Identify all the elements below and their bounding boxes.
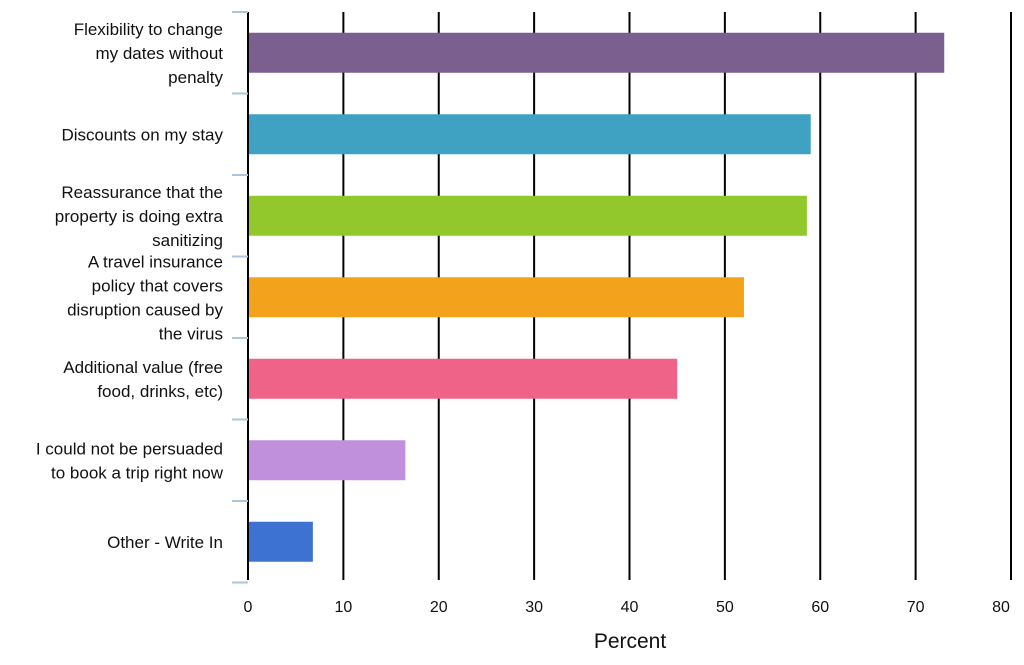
x-axis-title: Percent: [594, 630, 667, 653]
x-tick-label: 0: [244, 599, 253, 616]
category-label-line: penalty: [168, 68, 223, 87]
x-tick-label: 80: [992, 599, 1010, 616]
bar: [249, 440, 406, 481]
category-label-line: sanitizing: [152, 231, 223, 250]
category-label-line: Flexibility to change: [74, 20, 223, 39]
category-labels: Flexibility to change my dates without pen…: [36, 20, 224, 552]
x-tick-labels: 0 10 20 30 40 50 60 70 80: [244, 599, 1010, 616]
category-label: Additional value (free food, drinks, etc): [63, 358, 223, 401]
category-label-line: A travel insurance: [88, 252, 223, 271]
category-label-line: Reassurance that the: [61, 183, 223, 202]
x-tick-label: 50: [716, 599, 734, 616]
category-label-line: Discounts on my stay: [61, 125, 223, 144]
category-label-line: property is doing extra: [55, 207, 224, 226]
category-label-line: I could not be persuaded: [36, 439, 223, 458]
x-tick-label: 40: [621, 599, 639, 616]
category-label: A travel insurance policy that covers disr…: [67, 252, 223, 343]
bar: [249, 114, 811, 155]
x-tick-label: 30: [525, 599, 543, 616]
category-label-line: food, drinks, etc): [97, 382, 223, 401]
x-tick-label: 20: [430, 599, 448, 616]
category-label-line: my dates without: [95, 44, 223, 63]
category-label: Reassurance that the property is doing ex…: [55, 183, 224, 250]
category-label-line: to book a trip right now: [51, 463, 224, 482]
category-label-line: policy that covers: [92, 276, 223, 295]
y-axis: [232, 11, 249, 584]
bar: [249, 195, 807, 236]
bar: [249, 358, 678, 399]
bar: [249, 32, 945, 73]
category-label: I could not be persuaded to book a trip r…: [36, 439, 224, 482]
category-label-line: Other - Write In: [107, 533, 223, 552]
bars: [249, 32, 945, 562]
bar: [249, 277, 744, 318]
bar: [249, 521, 313, 562]
x-tick-label: 60: [811, 599, 829, 616]
category-label: Flexibility to change my dates without pen…: [74, 20, 224, 87]
category-label-line: disruption caused by: [67, 300, 223, 319]
x-tick-label: 10: [334, 599, 352, 616]
category-label: Discounts on my stay: [61, 125, 223, 144]
category-label-line: the virus: [159, 324, 223, 343]
category-label-line: Additional value (free: [63, 358, 223, 377]
x-tick-label: 70: [907, 599, 925, 616]
category-label: Other - Write In: [107, 533, 223, 552]
